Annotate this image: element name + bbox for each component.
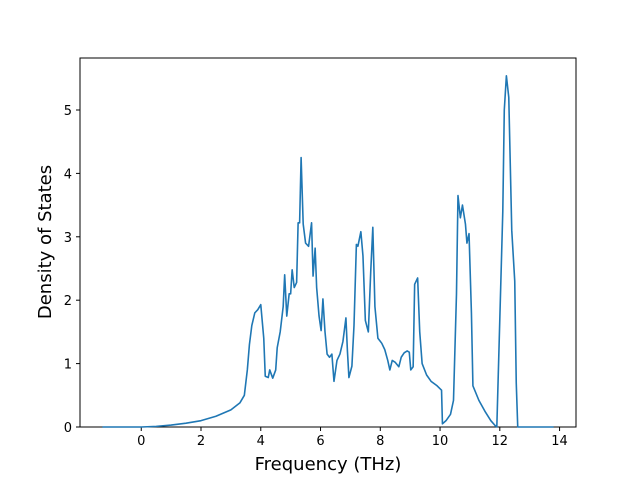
y-tick-label: 1 xyxy=(64,358,72,373)
x-tick-label: 0 xyxy=(137,434,145,449)
x-tick-label: 10 xyxy=(432,434,449,449)
x-tick-label: 6 xyxy=(316,434,324,449)
x-tick-label: 4 xyxy=(257,434,265,449)
y-axis-label: Density of States xyxy=(35,165,56,319)
x-tick-label: 12 xyxy=(492,434,509,449)
y-tick-label: 2 xyxy=(64,294,72,309)
x-tick-label: 8 xyxy=(376,434,384,449)
y-tick-label: 0 xyxy=(64,421,72,436)
x-tick-label: 14 xyxy=(551,434,568,449)
plot-frame xyxy=(79,57,577,428)
x-axis-label: Frequency (THz) xyxy=(255,454,402,475)
y-tick-label: 5 xyxy=(64,104,72,119)
y-tick-label: 3 xyxy=(64,231,72,246)
x-tick-label: 2 xyxy=(197,434,205,449)
y-tick-label: 4 xyxy=(64,167,72,182)
line xyxy=(102,74,554,428)
